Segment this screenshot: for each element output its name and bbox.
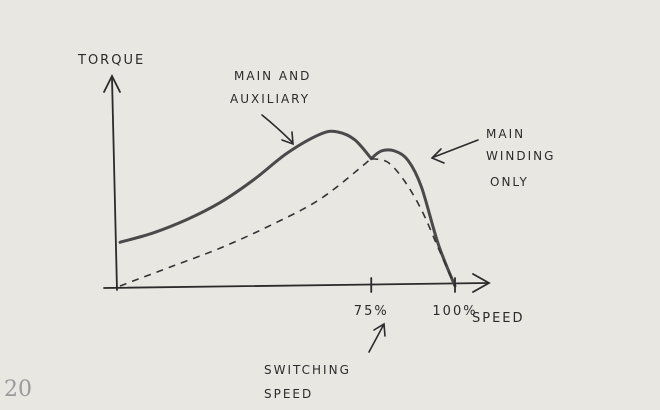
annotation-arrowhead-main-and-aux [281,131,294,146]
series-group [118,129,457,288]
x-axis-arrowhead [472,273,491,293]
x-axis-label: SPEED [472,311,525,326]
series-main-and-auxiliary [118,129,373,244]
annotation-switching-line2: SPEED [264,387,313,401]
annotation-main-only-line1: MAIN [486,127,525,141]
x-tick-label-75: 75% [354,304,389,319]
y-axis-label: TORQUE [77,53,145,68]
x-axis [103,282,489,289]
series-dashed-main [371,157,456,287]
annotation-main-only-line3: ONLY [490,175,529,189]
series-dashed-aux [119,157,372,287]
annotation-arrow-switching [368,325,384,353]
y-axis-arrowhead [103,73,121,93]
annotation-arrowhead-switching [373,322,386,337]
tick-group: 75% 100% [354,277,477,319]
x-tick-label-100: 100% [432,304,477,319]
y-axis [111,77,118,291]
page-number-mark: 20 [4,377,32,402]
annotation-main-only-line2: WINDING [486,149,555,163]
annotation-main-and-aux-line2: AUXILIARY [230,92,310,106]
annotation-main-and-aux-line1: MAIN AND [234,69,311,83]
annotation-arrow-main-and-aux [261,114,293,143]
annotation-switching-line1: SWITCHING [264,363,351,377]
series-main-winding-only [369,148,457,288]
annotation-arrow-main-only [433,139,479,158]
annotation-arrowhead-main-only [430,148,445,164]
